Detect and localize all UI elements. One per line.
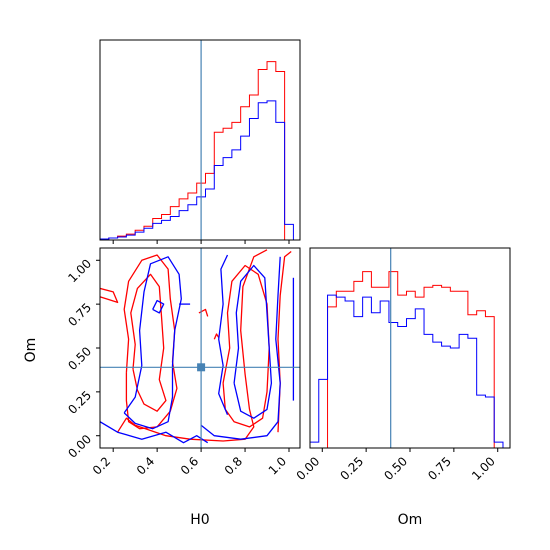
y-tick-label-om-4: 1.00 [65,257,94,286]
contour-lines [100,249,295,444]
y-tick-label-om-1: 0.25 [65,388,94,417]
x-axis-label-om: Om [398,512,423,528]
x-tick-label-om-hist-2: 0.50 [381,454,410,483]
contour-red-6 [198,308,209,317]
x-tick-label-h0-2: 0.6 [178,454,201,477]
x-tick-label-om-hist-4: 1.00 [469,454,498,483]
contour-red-5 [100,287,119,304]
x-tick-label-om-hist-3: 0.75 [425,454,454,483]
hist-h0-blue [99,100,294,240]
y-tick-label-om-0: 0.00 [65,432,94,461]
contour-red-0 [130,273,167,412]
x-tick-label-h0-0: 0.2 [90,454,113,477]
x-tick-label-om-hist-1: 0.25 [337,454,366,483]
y-axis-label-om: Om [23,338,39,363]
y-tick-label-om-3: 0.75 [65,300,94,329]
truth-marker [197,363,206,372]
x-tick-label-h0-1: 0.4 [134,454,157,477]
contour-blue-3 [200,256,281,440]
x-tick-label-om-hist-0: 0.00 [294,454,323,483]
contour-h0-om-panel: 0.2 0.4 0.6 0.8 1.0 0.00 0.25 0.50 0.75 1.00 [65,247,301,478]
hist-h0-frame [99,39,301,241]
contour-blue-1 [100,421,209,444]
x-tick-label-h0-3: 0.8 [222,454,245,477]
contour-red-3 [222,264,270,428]
contour-blue-2 [233,264,273,419]
contour-red-4 [277,250,292,433]
hist-h0-panel [99,39,301,244]
contour-blue-5 [152,299,165,314]
x-tick-label-h0-4: 1.0 [266,454,289,477]
hist-h0-red [99,61,294,241]
hist-om-panel: 0.00 0.25 0.50 0.75 1.00 [294,247,511,483]
hist-om-frame [309,247,511,449]
hist-om-blue [309,294,504,448]
contour-red-7 [213,333,220,340]
contour-blue-4 [218,254,229,415]
contour-red-2 [117,249,268,442]
x-axis-label-h0: H0 [190,512,209,528]
contour-blue-0 [123,256,182,430]
hist-om-red [310,271,503,449]
y-tick-label-om-2: 0.50 [65,344,94,373]
